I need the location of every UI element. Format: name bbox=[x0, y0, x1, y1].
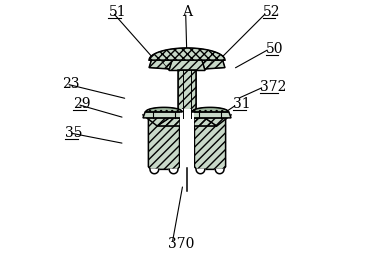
Polygon shape bbox=[143, 112, 185, 118]
Polygon shape bbox=[196, 169, 205, 174]
Polygon shape bbox=[215, 169, 224, 174]
Polygon shape bbox=[202, 59, 225, 69]
Text: 50: 50 bbox=[266, 42, 283, 56]
Text: 23: 23 bbox=[62, 77, 80, 91]
Polygon shape bbox=[149, 59, 172, 69]
Polygon shape bbox=[149, 48, 225, 60]
Text: 31: 31 bbox=[233, 97, 251, 111]
Bar bbox=[178, 70, 196, 118]
Text: 52: 52 bbox=[263, 5, 280, 19]
Text: 51: 51 bbox=[108, 5, 126, 19]
Polygon shape bbox=[194, 118, 226, 169]
Polygon shape bbox=[189, 112, 231, 118]
Polygon shape bbox=[148, 118, 180, 169]
Polygon shape bbox=[192, 107, 229, 112]
Text: A: A bbox=[182, 5, 191, 19]
Text: 372: 372 bbox=[260, 80, 286, 94]
Bar bbox=[180, 109, 194, 169]
Polygon shape bbox=[169, 169, 178, 174]
Polygon shape bbox=[157, 56, 217, 70]
Text: 29: 29 bbox=[73, 97, 91, 111]
Text: 35: 35 bbox=[65, 126, 83, 140]
Bar bbox=[178, 70, 196, 118]
Text: 370: 370 bbox=[168, 237, 194, 251]
Polygon shape bbox=[150, 169, 159, 174]
Polygon shape bbox=[157, 118, 217, 126]
Polygon shape bbox=[145, 107, 182, 112]
